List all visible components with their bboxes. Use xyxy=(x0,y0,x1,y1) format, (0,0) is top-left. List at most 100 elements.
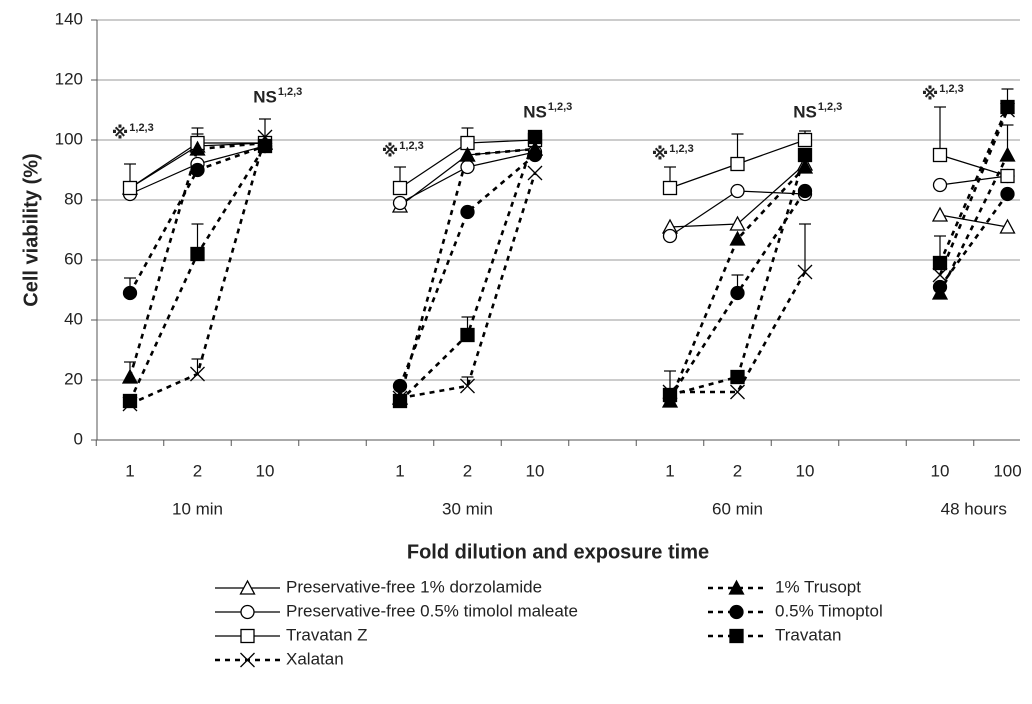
annotation: NS xyxy=(793,102,817,121)
legend-marker xyxy=(728,579,745,595)
data-point xyxy=(662,180,678,196)
data-point xyxy=(190,162,205,178)
annotation: ※ xyxy=(652,144,669,163)
data-point xyxy=(729,215,746,231)
legend-item: Preservative-free 1% dorzolamide xyxy=(215,577,542,596)
series-line xyxy=(128,141,266,378)
data-point xyxy=(797,147,813,163)
series-line xyxy=(668,166,806,402)
x-tick-label: 2 xyxy=(733,461,742,480)
data-point xyxy=(527,147,543,163)
error-bar xyxy=(191,358,204,374)
data-point xyxy=(460,204,475,220)
data-point xyxy=(460,378,475,394)
series-line xyxy=(939,175,1008,186)
error-bar xyxy=(934,106,946,155)
data-point xyxy=(527,129,543,145)
data-point xyxy=(932,177,948,193)
data-point xyxy=(1000,168,1015,184)
legend-marker xyxy=(729,628,744,644)
data-point xyxy=(662,228,678,244)
data-point xyxy=(932,279,948,295)
data-point xyxy=(797,264,813,280)
legend-label: Xalatan xyxy=(286,649,344,668)
x-tick-label: 100 xyxy=(993,461,1021,480)
legend-label: Travatan xyxy=(775,625,841,644)
series-line xyxy=(670,271,807,394)
annotation-superscript: 1,2,3 xyxy=(939,83,963,95)
y-tick-label: 40 xyxy=(64,309,83,328)
data-point xyxy=(931,206,949,222)
legend-item: Travatan Z xyxy=(215,625,368,644)
series-line xyxy=(398,154,536,387)
legend-item: 0.5% Timoptol xyxy=(708,601,883,620)
series-line xyxy=(938,106,1009,264)
group-label: 48 hours xyxy=(941,499,1007,518)
legend-label: 1% Trusopt xyxy=(775,577,861,596)
data-point xyxy=(257,138,273,154)
legend-item: 1% Trusopt xyxy=(708,577,861,596)
data-point xyxy=(797,132,813,148)
error-bar xyxy=(461,376,474,386)
legend-marker xyxy=(240,604,255,620)
x-tick-label: 10 xyxy=(256,461,275,480)
y-axis-title: Cell viability (%) xyxy=(20,153,42,306)
legend-label: Preservative-free 1% dorzolamide xyxy=(286,577,542,596)
data-point xyxy=(730,156,745,172)
annotation: ※ xyxy=(922,84,939,103)
data-point xyxy=(730,369,745,385)
y-tick-label: 0 xyxy=(74,429,83,448)
data-point xyxy=(662,387,678,403)
y-tick-label: 140 xyxy=(55,9,83,28)
y-tick-label: 100 xyxy=(55,129,83,148)
series-line xyxy=(938,154,1009,294)
data-point xyxy=(999,146,1016,162)
legend-label: Preservative-free 0.5% timolol maleate xyxy=(286,601,578,620)
annotation-superscript: 1,2,3 xyxy=(129,122,153,134)
data-point xyxy=(459,146,476,162)
series-line xyxy=(399,136,537,402)
annotation: NS xyxy=(253,87,277,106)
data-point xyxy=(796,158,814,174)
error-bar xyxy=(259,118,271,137)
group-label: 30 min xyxy=(442,499,493,518)
annotation-superscript: 1,2,3 xyxy=(669,143,693,155)
data-point xyxy=(122,393,138,409)
y-tick-label: 80 xyxy=(64,189,83,208)
data-point xyxy=(729,230,746,246)
data-point xyxy=(190,246,205,262)
data-point xyxy=(460,327,475,343)
series-line xyxy=(939,154,1008,177)
legend-item: Travatan xyxy=(708,625,841,644)
x-tick-label: 1 xyxy=(395,461,404,480)
x-tick-label: 1 xyxy=(125,461,134,480)
data-point xyxy=(392,180,408,196)
data-point xyxy=(932,267,948,283)
y-tick-label: 20 xyxy=(64,369,83,388)
annotation: ※ xyxy=(382,141,399,160)
group-label: 60 min xyxy=(712,499,763,518)
data-point xyxy=(527,165,543,181)
data-point xyxy=(460,159,475,175)
annotation-superscript: 1,2,3 xyxy=(548,101,572,113)
data-point xyxy=(932,255,948,271)
annotation-superscript: 1,2,3 xyxy=(818,101,842,113)
legend-label: Travatan Z xyxy=(286,625,368,644)
data-point xyxy=(797,183,813,199)
data-point xyxy=(932,147,948,163)
data-point xyxy=(392,195,408,211)
data-point xyxy=(392,393,408,409)
series-line xyxy=(939,214,1008,228)
annotation: ※ xyxy=(112,123,129,142)
data-point xyxy=(190,366,205,382)
series-line xyxy=(398,147,536,399)
data-point xyxy=(122,180,138,196)
legend-marker xyxy=(240,652,255,668)
data-point xyxy=(189,140,206,156)
data-point xyxy=(730,384,745,400)
annotation-superscript: 1,2,3 xyxy=(278,86,302,98)
legend-marker xyxy=(239,579,256,595)
legend-marker xyxy=(729,604,744,620)
data-point xyxy=(730,183,745,199)
